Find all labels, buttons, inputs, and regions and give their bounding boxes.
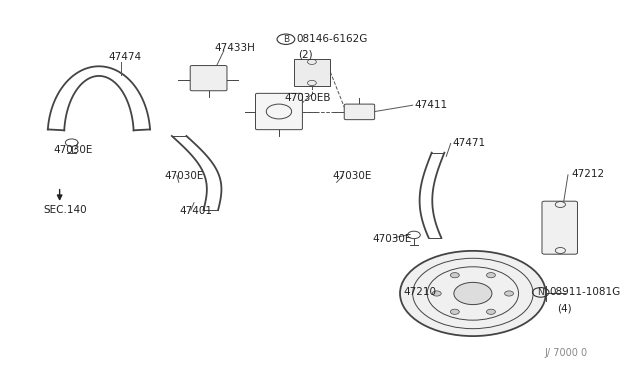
Text: 47474: 47474 [108, 52, 141, 62]
Text: N: N [538, 288, 544, 297]
Text: 47030EB: 47030EB [285, 93, 331, 103]
Text: 47030E: 47030E [164, 171, 204, 181]
FancyBboxPatch shape [542, 201, 577, 254]
Text: 47471: 47471 [452, 138, 485, 148]
Text: 47212: 47212 [571, 169, 604, 179]
Text: 47411: 47411 [414, 100, 447, 110]
Circle shape [504, 291, 513, 296]
Text: 47433H: 47433H [214, 43, 255, 53]
FancyBboxPatch shape [255, 93, 302, 130]
Circle shape [486, 309, 495, 314]
Text: B: B [283, 35, 289, 44]
Text: 47030E: 47030E [53, 145, 93, 155]
Text: SEC.140: SEC.140 [44, 205, 88, 215]
Text: 47401: 47401 [179, 206, 212, 216]
Circle shape [433, 291, 441, 296]
Circle shape [451, 309, 460, 314]
FancyBboxPatch shape [344, 104, 374, 120]
Circle shape [486, 273, 495, 278]
Text: 08146-6162G: 08146-6162G [296, 34, 367, 44]
Circle shape [454, 282, 492, 305]
Bar [294, 59, 330, 86]
Text: (4): (4) [557, 303, 572, 313]
Text: 08911-1081G: 08911-1081G [550, 287, 621, 297]
FancyBboxPatch shape [190, 65, 227, 91]
Text: 47210: 47210 [403, 287, 436, 297]
Text: J/ 7000 0: J/ 7000 0 [545, 348, 588, 358]
Text: 47030E: 47030E [333, 171, 372, 181]
Text: (2): (2) [298, 49, 312, 59]
Text: 47030E: 47030E [372, 234, 412, 244]
Circle shape [400, 251, 546, 336]
Circle shape [451, 273, 460, 278]
